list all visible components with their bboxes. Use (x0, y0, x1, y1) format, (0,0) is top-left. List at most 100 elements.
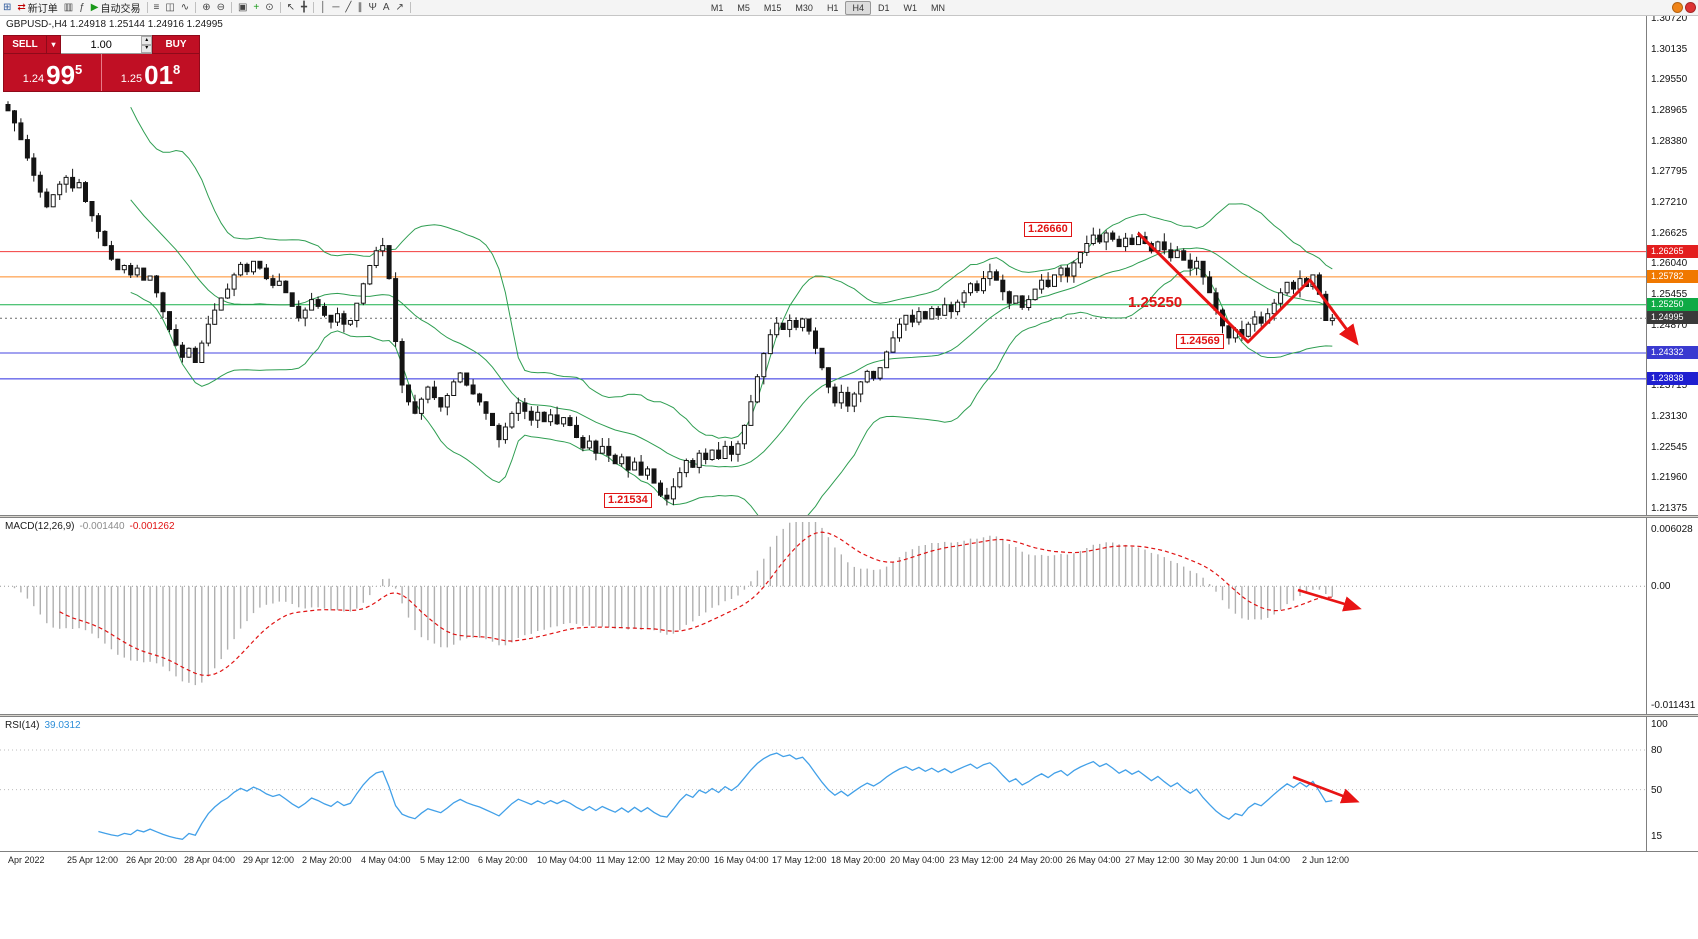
macd-scale[interactable]: 0.006028 0.00 -0.011431 (1646, 518, 1698, 714)
bar-chart-icon[interactable]: ≡ (151, 0, 163, 15)
time-tick: 26 Apr 20:00 (126, 855, 178, 865)
notification-dot-icon[interactable] (1672, 2, 1683, 13)
volume-field: ▴ ▾ (61, 35, 152, 54)
indicators-list-icon[interactable]: ƒ (76, 0, 88, 15)
price-callout[interactable]: 1.26660 (1024, 222, 1072, 237)
price-level-box: 1.24995 (1647, 311, 1698, 324)
timeframe-m15-button[interactable]: M15 (763, 2, 782, 13)
price-tick: 1.21375 (1651, 503, 1688, 514)
candlestick-chart-icon[interactable]: ◫ (162, 0, 177, 15)
crosshair-icon[interactable]: ╋ (298, 0, 310, 15)
new-order-button[interactable]: ⇄ 新订单 (14, 0, 60, 15)
price-tick: 1.26040 (1651, 258, 1688, 269)
autotrading-button[interactable]: ▶ 自动交易 (88, 0, 144, 15)
time-tick: 18 May 20:00 (831, 855, 886, 865)
rsi-arrow[interactable] (1292, 775, 1360, 804)
crosshair-icon: ╋ (301, 2, 308, 13)
indicators-list-icon: ƒ (79, 2, 85, 13)
time-tick: 4 May 04:00 (361, 855, 411, 865)
chart-profiles-icon[interactable]: ▥ (61, 0, 76, 15)
price-level-box: 1.26265 (1647, 245, 1698, 258)
time-tick: 10 May 04:00 (537, 855, 592, 865)
tile-windows-icon[interactable]: ▣ (235, 0, 250, 15)
rsi-tick: 80 (1651, 745, 1663, 756)
timeframe-mn-button[interactable]: MN (930, 2, 945, 13)
insert-indicator-icon: + (253, 2, 260, 13)
period-clock-icon: ⊙ (265, 2, 274, 13)
sell-price-figure: 1.24 (22, 73, 45, 85)
timeframe-h1-button[interactable]: H1 (826, 2, 839, 13)
text-label-icon[interactable]: A (380, 0, 393, 15)
volume-increase-button[interactable]: ▴ (141, 36, 152, 45)
price-tick: 1.28380 (1651, 136, 1688, 147)
notification-dot-icon[interactable] (1685, 2, 1696, 13)
new-chart-icon[interactable]: ⊞ (0, 0, 14, 15)
timeframe-m5-button[interactable]: M5 (737, 2, 750, 13)
metatrader-window: ⊞ ⇄ 新订单 ▥ ƒ ▶ 自动交易 ≡ ◫ ∿ ⊕ ⊖ ▣ + ⊙ ↖ ╋ │ ─ ╱ ∥ Ψ A ↗ M1 M5 M15 M30… (0, 0, 1698, 869)
candlestick-chart[interactable] (0, 16, 1646, 515)
panel-divider[interactable] (0, 515, 1698, 518)
macd-chart[interactable] (0, 518, 1646, 714)
macd-tick: 0.006028 (1651, 524, 1693, 535)
time-tick: 20 May 04:00 (890, 855, 945, 865)
macd-tick: 0.00 (1651, 581, 1671, 593)
sell-button[interactable]: SELL (3, 35, 47, 54)
time-tick: 16 May 04:00 (714, 855, 769, 865)
candles (5, 101, 1335, 506)
macd-histogram (13, 522, 1334, 686)
price-tick: 1.27795 (1651, 166, 1688, 177)
timeframe-h4-button[interactable]: H4 (845, 0, 871, 15)
panel-divider[interactable] (0, 714, 1698, 717)
rsi-tick: 50 (1651, 785, 1663, 796)
period-clock-icon[interactable]: ⊙ (262, 0, 276, 15)
rsi-label: RSI(14) 39.0312 (5, 720, 81, 731)
price-tick: 1.26625 (1651, 228, 1688, 239)
bar-chart-icon: ≡ (153, 2, 160, 13)
timeframe-m30-button[interactable]: M30 (795, 2, 813, 13)
equidistant-channel-icon[interactable]: ∥ (354, 0, 365, 15)
buy-price-point: 8 (173, 62, 181, 77)
arrows-tool-icon: ↗ (395, 2, 404, 13)
toolbar-separator (195, 2, 197, 13)
price-level-box: 1.23838 (1647, 372, 1698, 385)
timeframe-w1-button[interactable]: W1 (903, 2, 917, 13)
price-callout[interactable]: 1.25250 (1128, 294, 1183, 311)
rsi-chart[interactable] (0, 717, 1646, 851)
volume-decrease-button[interactable]: ▾ (141, 44, 152, 53)
price-tick: 1.29550 (1651, 74, 1688, 85)
price-tick: 1.23715 (1651, 380, 1688, 391)
price-scale[interactable]: 1.30720 1.30135 1.29550 1.28965 1.28380 1.277… (1646, 13, 1698, 515)
trendline-icon[interactable]: ╱ (342, 0, 354, 15)
price-callout[interactable]: 1.21534 (604, 493, 652, 508)
horizontal-line-icon[interactable]: ─ (329, 0, 342, 15)
rsi-scale[interactable]: 100 80 50 15 (1646, 717, 1698, 851)
price-level-box: 1.24332 (1647, 346, 1698, 359)
zoom-out-icon[interactable]: ⊖ (214, 0, 228, 15)
trend-arrow[interactable] (1136, 231, 1359, 346)
zoom-in-icon[interactable]: ⊕ (199, 0, 213, 15)
timeframe-m1-button[interactable]: M1 (710, 2, 724, 13)
sell-price-point: 5 (75, 62, 83, 77)
line-chart-icon[interactable]: ∿ (178, 0, 192, 15)
price-tick: 1.30135 (1651, 44, 1688, 55)
tile-windows-icon: ▣ (237, 2, 248, 13)
buy-button[interactable]: BUY (152, 35, 200, 54)
macd-arrow[interactable] (1297, 588, 1362, 612)
time-axis[interactable]: Apr 2022 25 Apr 12:00 26 Apr 20:00 28 Apr 0… (0, 851, 1698, 869)
macd-signal-line (59, 531, 1333, 677)
trade-options-caret-icon[interactable]: ▾ (47, 35, 61, 54)
insert-indicator-icon[interactable]: + (250, 0, 262, 15)
fibonacci-icon[interactable]: Ψ (365, 0, 379, 15)
toolbar-separator (313, 2, 315, 13)
cursor-icon[interactable]: ↖ (284, 0, 298, 15)
volume-input[interactable] (61, 36, 142, 53)
sell-price[interactable]: 1.24 99 5 (4, 54, 101, 91)
buy-price[interactable]: 1.25 01 8 (101, 54, 199, 91)
price-level-box: 1.25782 (1647, 270, 1698, 283)
arrows-tool-icon[interactable]: ↗ (392, 0, 406, 15)
price-callout[interactable]: 1.24569 (1176, 334, 1224, 349)
timeframe-d1-button[interactable]: D1 (877, 2, 890, 13)
buy-price-figure: 1.25 (120, 73, 143, 85)
vertical-line-icon[interactable]: │ (317, 0, 329, 15)
